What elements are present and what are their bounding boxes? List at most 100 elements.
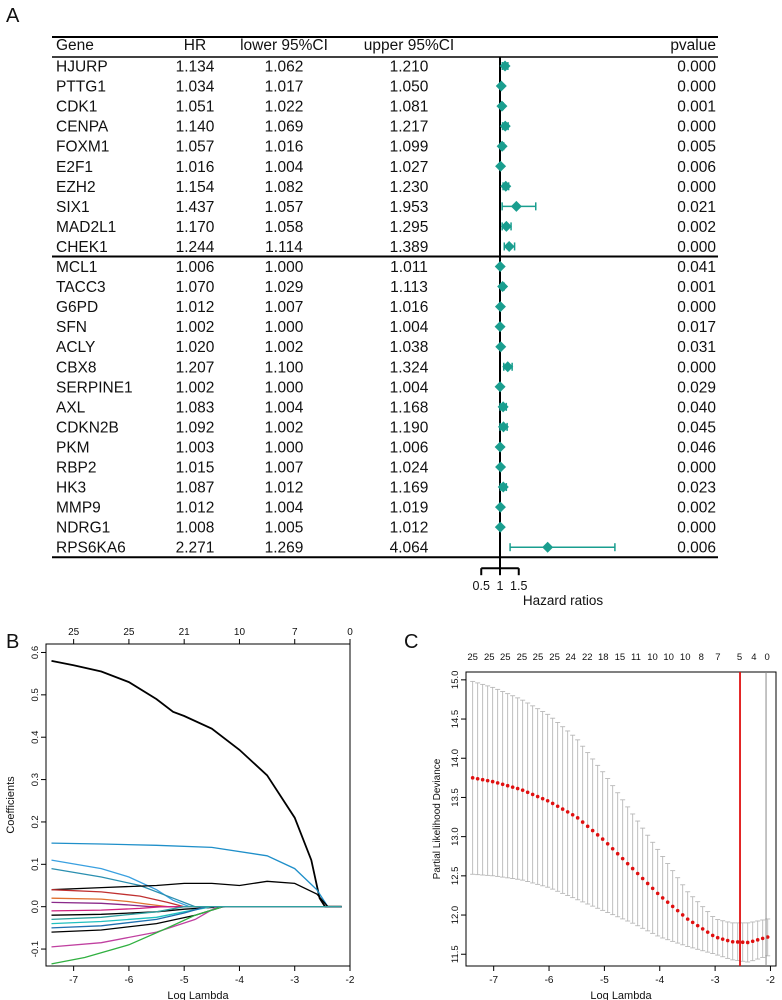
- gene-label: RBP2: [56, 460, 97, 477]
- upper-ci-value: 1.050: [390, 79, 429, 96]
- lower-ci-value: 1.007: [265, 460, 304, 477]
- y-tick-label: 13.5: [450, 788, 461, 807]
- gene-label: EZH2: [56, 179, 96, 196]
- forest-x-tick-label: 1: [497, 579, 504, 593]
- upper-ci-value: 1.389: [390, 239, 429, 256]
- hr-diamond: [502, 361, 514, 373]
- lower-ci-value: 1.069: [265, 119, 304, 136]
- top-count-label: 25: [549, 652, 560, 663]
- cv-mean-point: [590, 828, 595, 833]
- cv-mean-point: [705, 930, 710, 934]
- cv-mean-point: [620, 856, 625, 861]
- x-tick-label: -2: [346, 975, 355, 986]
- cv-mean-point: [715, 935, 720, 940]
- x-tick-label: -4: [655, 975, 664, 986]
- cv-mean-point: [655, 891, 660, 896]
- cv-mean-point: [645, 881, 650, 886]
- cv-mean-point: [605, 842, 610, 846]
- gene-label: SFN: [56, 319, 87, 336]
- lower-ci-value: 1.002: [265, 339, 304, 356]
- x-tick-label: -7: [69, 975, 78, 986]
- column-header: lower 95%CI: [240, 37, 328, 54]
- top-count-label: 4: [751, 652, 756, 663]
- hr-value: 1.012: [176, 299, 215, 316]
- upper-ci-value: 1.210: [390, 59, 429, 76]
- cv-mean-point: [725, 938, 730, 943]
- coefficient-path-path16: [51, 906, 342, 921]
- lower-ci-value: 1.057: [265, 199, 304, 216]
- cv-mean-point: [500, 782, 505, 787]
- lower-ci-value: 1.022: [265, 99, 304, 116]
- top-tick-label: 25: [123, 627, 135, 638]
- column-header: upper 95%CI: [364, 37, 454, 54]
- x-tick-label: -4: [235, 975, 244, 986]
- hr-diamond: [495, 461, 507, 473]
- hr-diamond: [499, 60, 511, 72]
- cv-mean-point: [740, 940, 745, 945]
- y-axis-label: Coefficients: [5, 776, 17, 834]
- hr-value: 1.134: [176, 59, 215, 76]
- cv-mean-point: [765, 935, 770, 939]
- forest-x-tick-label: 1.5: [510, 579, 527, 593]
- cv-mean-point: [540, 796, 545, 801]
- column-header: pvalue: [670, 37, 716, 54]
- cv-mean-point: [600, 837, 605, 841]
- pvalue: 0.000: [677, 460, 716, 477]
- y-tick-label: 0.6: [30, 646, 41, 659]
- top-tick-label: 10: [234, 627, 246, 638]
- hr-value: 1.154: [176, 179, 215, 196]
- gene-label: E2F1: [56, 159, 93, 176]
- pvalue: 0.002: [677, 219, 716, 236]
- y-tick-label: 14.5: [450, 710, 461, 729]
- upper-ci-value: 1.081: [390, 99, 429, 116]
- lower-ci-value: 1.005: [265, 520, 304, 537]
- coefficient-path-path13: [51, 906, 342, 948]
- y-tick-label: 0.1: [30, 858, 41, 871]
- hr-value: 1.437: [176, 199, 215, 216]
- cv-mean-point: [670, 904, 675, 909]
- pvalue: 0.002: [677, 500, 716, 517]
- top-count-label: 10: [663, 652, 674, 663]
- top-tick-label: 25: [68, 627, 80, 638]
- hr-value: 2.271: [176, 540, 215, 557]
- gene-label: CENPA: [56, 119, 109, 136]
- hr-diamond: [497, 421, 509, 433]
- gene-label: CHEK1: [56, 239, 108, 256]
- upper-ci-value: 1.295: [390, 219, 429, 236]
- forest-plot: Gene HR lower 95%CI upper 95%CI pvalue HJURP 1…: [52, 36, 718, 608]
- gene-label: FOXM1: [56, 139, 109, 156]
- cv-mean-point: [505, 783, 510, 788]
- cv-mean-point: [520, 788, 525, 792]
- cv-mean-point: [565, 810, 570, 814]
- upper-ci-value: 1.953: [390, 199, 429, 216]
- gene-label: MMP9: [56, 500, 101, 517]
- top-count-label: 10: [680, 652, 691, 663]
- hr-diamond: [495, 341, 507, 353]
- cv-mean-point: [710, 933, 715, 938]
- y-axis-label: Partial Likelihood Deviance: [432, 758, 443, 879]
- pvalue: 0.006: [677, 159, 716, 176]
- cv-mean-point: [760, 936, 765, 941]
- lower-ci-value: 1.002: [265, 419, 304, 436]
- coefficient-path-path5: [51, 880, 342, 908]
- pvalue: 0.029: [677, 379, 716, 396]
- cv-mean-point: [745, 940, 750, 945]
- hr-value: 1.002: [176, 319, 215, 336]
- pvalue: 0.000: [677, 179, 716, 196]
- x-tick-label: -5: [180, 975, 189, 986]
- panel-label-c: C: [404, 631, 418, 653]
- cv-mean-point: [650, 886, 655, 891]
- cv-mean-point: [495, 781, 500, 785]
- gene-label: AXL: [56, 399, 86, 416]
- pvalue: 0.040: [677, 399, 716, 416]
- upper-ci-value: 1.006: [390, 439, 429, 456]
- y-tick-label: 0.0: [30, 900, 41, 913]
- upper-ci-value: 1.038: [390, 339, 429, 356]
- gene-label: MAD2L1: [56, 219, 116, 236]
- top-count-label: 22: [582, 652, 593, 663]
- upper-ci-value: 1.113: [390, 279, 428, 296]
- gene-label: SERPINE1: [56, 379, 133, 396]
- hr-diamond: [500, 180, 512, 192]
- y-tick-label: 14.0: [450, 749, 461, 768]
